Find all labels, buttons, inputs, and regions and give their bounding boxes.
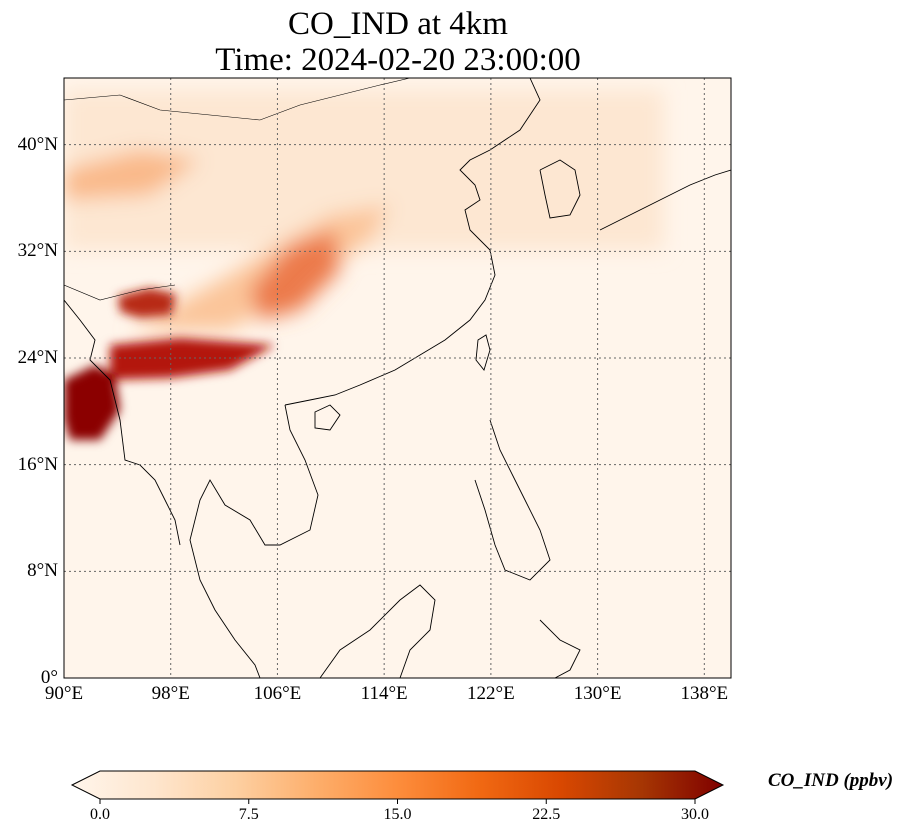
map-title-line1: CO_IND at 4km bbox=[288, 6, 508, 42]
plume-southwest-band bbox=[110, 338, 275, 380]
coastline-hainan bbox=[314, 404, 341, 431]
x-tick-label: 98°E bbox=[151, 683, 190, 704]
plume-sichuan bbox=[250, 230, 340, 320]
y-tick-label: 0° bbox=[40, 667, 58, 688]
plume-northeast-india bbox=[118, 288, 176, 318]
y-tick-label: 8°N bbox=[27, 560, 58, 582]
plume-myanmar bbox=[64, 365, 120, 440]
x-tick-label: 106°E bbox=[253, 683, 302, 704]
plume-northwest-outflow bbox=[64, 150, 200, 200]
coastline-bay-of-bengal bbox=[64, 299, 181, 546]
coastline-japan bbox=[599, 169, 731, 231]
map-title-line2: Time: 2024-02-20 23:00:00 bbox=[215, 42, 581, 78]
colorbar-tick-label: 0.0 bbox=[90, 806, 110, 823]
coastline-layer bbox=[64, 78, 731, 678]
coastline-china bbox=[284, 78, 541, 406]
colorbar-label: CO_IND (ppbv) bbox=[768, 770, 894, 791]
colorbar-tick-label: 30.0 bbox=[681, 806, 709, 823]
colorbar-tickmarks bbox=[99, 799, 696, 804]
coastline-philippines bbox=[474, 419, 551, 581]
coastline-borneo bbox=[319, 584, 436, 678]
x-tick-label: 130°E bbox=[573, 683, 622, 704]
coastline-korea bbox=[539, 159, 581, 219]
x-tick-label: 122°E bbox=[467, 683, 515, 704]
x-tick-label: 138°E bbox=[680, 683, 729, 704]
x-tick-label: 114°E bbox=[360, 683, 408, 704]
y-tick-label: 32°N bbox=[17, 240, 58, 262]
coastline-taiwan bbox=[475, 334, 491, 371]
border-china-mongolia bbox=[64, 78, 411, 121]
border-himalaya bbox=[64, 284, 176, 301]
coastline-sulawesi bbox=[539, 619, 581, 678]
colorbar-tick-label: 15.0 bbox=[383, 806, 412, 823]
plume-layer bbox=[64, 90, 664, 440]
colorbar-tick-label: 7.5 bbox=[238, 806, 259, 823]
map-frame bbox=[63, 77, 732, 679]
y-tick-label: 40°N bbox=[17, 133, 58, 155]
colorbar-body bbox=[70, 770, 725, 800]
coastline-indochina bbox=[189, 404, 319, 678]
x-tick-label: 90°E bbox=[44, 683, 84, 704]
y-tick-label: 24°N bbox=[17, 347, 58, 368]
gridlines bbox=[64, 78, 731, 678]
colorbar bbox=[70, 770, 725, 804]
y-tick-label: 16°N bbox=[17, 453, 58, 475]
colorbar-tick-label: 22.5 bbox=[532, 806, 561, 823]
